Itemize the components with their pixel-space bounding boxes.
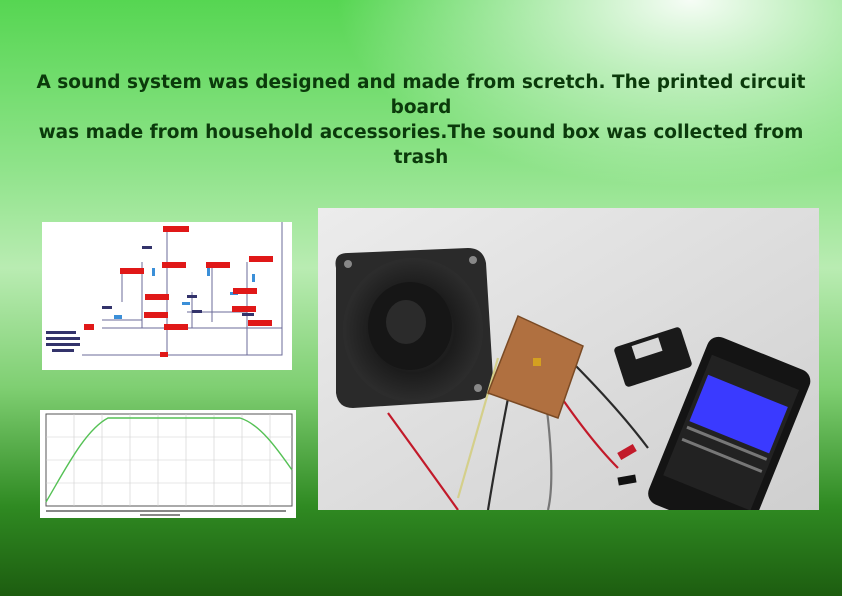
headline-line-1: A sound system was designed and made fro… bbox=[36, 72, 806, 118]
battery bbox=[614, 327, 692, 387]
speaker bbox=[335, 248, 494, 408]
phone bbox=[648, 336, 811, 510]
headline-line-2: was made from household accessories.The … bbox=[38, 122, 804, 168]
frequency-response-drawing bbox=[45, 413, 293, 516]
frequency-curve bbox=[45, 417, 293, 503]
headline: A sound system was designed and made fro… bbox=[20, 70, 822, 170]
frequency-response-plot bbox=[40, 410, 296, 518]
circuit-schematic bbox=[42, 222, 292, 370]
pcb bbox=[487, 314, 584, 419]
circuit-schematic-drawing bbox=[46, 222, 283, 357]
photo-drawing bbox=[318, 208, 819, 510]
speaker-pcb-phone-photo bbox=[318, 208, 819, 510]
